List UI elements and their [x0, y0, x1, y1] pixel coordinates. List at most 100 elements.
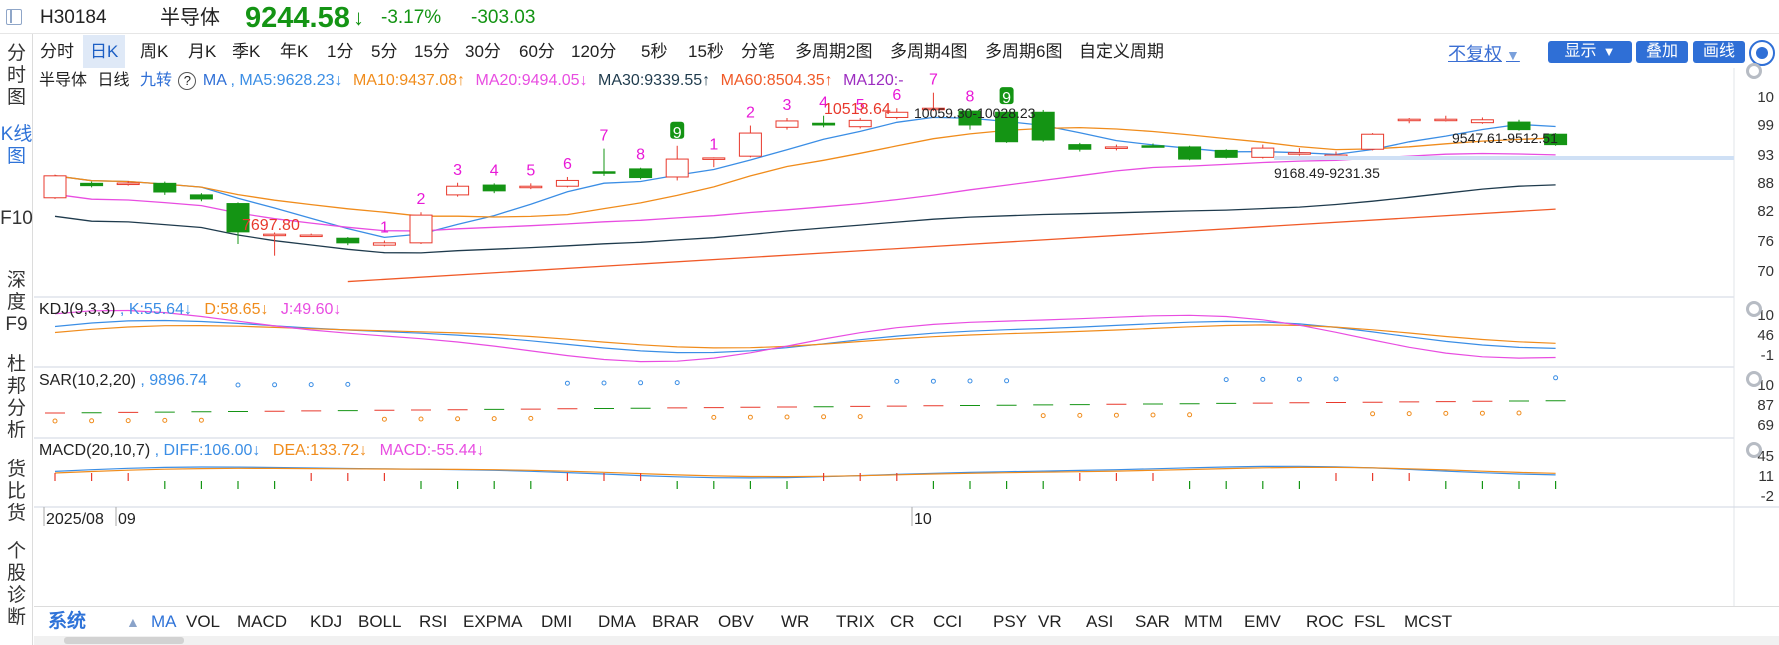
sar-value: 9896.74 — [149, 372, 208, 389]
period-tab[interactable]: 月K — [188, 42, 217, 61]
indicator-tab[interactable]: VOL — [186, 612, 221, 631]
ma60-line — [347, 208, 1556, 283]
range-label: 10059.30-10028.23 — [914, 105, 1036, 121]
tab-diagnosis[interactable]: 个股诊断 — [6, 541, 26, 628]
sar-name[interactable]: SAR(10,2,20) — [39, 372, 136, 389]
period-tab[interactable]: 60分 — [519, 42, 555, 61]
indicator-tab[interactable]: MCST — [1404, 612, 1453, 631]
indicator-tab[interactable]: EMV — [1244, 612, 1281, 631]
legend-ma120: MA120:- — [843, 72, 904, 89]
indicator-tab[interactable]: ASI — [1086, 612, 1114, 631]
scrollbar-thumb[interactable] — [64, 637, 184, 644]
restore-rights-select[interactable]: 不复权 ▼ — [1448, 44, 1520, 64]
kdj-legend: KDJ(9,3,3) , K:55.64↓ D:58.65↓ J:49.60↓ — [39, 301, 342, 318]
indicator-tab[interactable]: ROC — [1306, 612, 1344, 631]
indicator-tab[interactable]: DMI — [541, 612, 573, 631]
period-tab[interactable]: 分笔 — [741, 42, 775, 61]
candle-body — [738, 132, 762, 157]
period-tabs: 分时 日K 周K 月K 季K 年K 1分 5分 15分 30分 60分 120分 5秒 15秒 分笔 多周期2… — [33, 35, 1779, 68]
tab-intraday[interactable]: 分时图 — [6, 43, 26, 108]
refresh-icon[interactable] — [1749, 40, 1775, 66]
indicator-tab[interactable]: PSY — [993, 612, 1028, 631]
main-settings-gear-icon[interactable] — [1746, 63, 1762, 79]
period-tab[interactable]: 15分 — [414, 42, 450, 61]
sar-dot — [930, 378, 936, 384]
display-button[interactable]: 显示 ▼ — [1548, 41, 1632, 63]
period-tab[interactable]: 季K — [232, 42, 261, 61]
indicator-tab[interactable]: SAR — [1135, 612, 1170, 631]
period-tab[interactable]: 多周期2图 — [795, 42, 873, 61]
draw-line-button[interactable]: 画线 — [1693, 41, 1745, 63]
indicator-tab[interactable]: WR — [781, 612, 810, 631]
indicator-tab[interactable]: MA — [151, 612, 177, 631]
date-label: 2025/08 — [46, 511, 104, 528]
nine-turn-number: 6 — [892, 87, 901, 104]
macd-name[interactable]: MACD(20,10,7) — [39, 442, 151, 459]
period-tab[interactable]: 日K — [83, 35, 126, 68]
help-icon[interactable]: ? — [178, 72, 197, 90]
sar-dot — [1260, 376, 1266, 382]
indicator-tab[interactable]: EXPMA — [463, 612, 523, 631]
horizontal-scrollbar[interactable] — [34, 636, 1779, 645]
indicator-tab[interactable]: MTM — [1184, 612, 1223, 631]
period-tab[interactable]: 30分 — [465, 42, 501, 61]
kdj-name[interactable]: KDJ(9,3,3) — [39, 301, 116, 318]
period-tab[interactable]: 分时 — [40, 42, 74, 61]
period-tab[interactable]: 5秒 — [641, 42, 668, 61]
tab-depth-f9[interactable]: 深度F9 — [5, 270, 28, 335]
indicator-tab[interactable]: FSL — [1354, 612, 1386, 631]
indicator-tab[interactable]: RSI — [419, 612, 448, 631]
candle-body — [1470, 119, 1494, 124]
system-tab[interactable]: 系统 — [48, 611, 87, 632]
sar-dot — [1333, 376, 1339, 382]
period-tab[interactable]: 15秒 — [688, 42, 724, 61]
range-label: 9168.49-9231.35 — [1274, 165, 1380, 181]
kdj-axis-label: -1 — [1761, 347, 1774, 364]
period-tab[interactable]: 1分 — [327, 42, 354, 61]
indicator-tab[interactable]: OBV — [718, 612, 754, 631]
date-label: 09 — [118, 511, 136, 528]
tab-compare[interactable]: 货比货 — [6, 459, 26, 524]
tab-kline[interactable]: K线图 — [0, 124, 33, 167]
nine-turn-number: 5 — [526, 162, 535, 179]
indicator-tab[interactable]: VR — [1038, 612, 1062, 631]
candle-body — [409, 214, 433, 244]
legend-nine-turn[interactable]: 九转 — [139, 72, 172, 89]
candle-body — [263, 233, 287, 237]
sar-dot — [345, 381, 351, 387]
overlay-button[interactable]: 叠加 — [1636, 41, 1688, 63]
sar-dot — [455, 416, 461, 422]
indicator-tab[interactable]: MACD — [237, 612, 288, 631]
kdj-settings-gear-icon[interactable] — [1746, 301, 1762, 317]
period-tab[interactable]: 多周期6图 — [985, 42, 1063, 61]
chevron-up-icon: ▲ — [126, 614, 140, 630]
legend-period: 日线 — [97, 72, 130, 89]
sar-dot — [1223, 377, 1229, 383]
period-tab[interactable]: 自定义周期 — [1079, 42, 1164, 61]
indicator-tab[interactable]: CCI — [933, 612, 963, 631]
period-tab[interactable]: 年K — [280, 42, 309, 61]
range-label: 9547.61-9512.51 — [1452, 130, 1558, 146]
tab-f10[interactable]: F10 — [0, 208, 33, 229]
legend-ma[interactable]: MA — [202, 72, 226, 89]
sar-settings-gear-icon[interactable] — [1746, 371, 1762, 387]
panel-toggle-icon[interactable] — [6, 9, 22, 25]
period-tab[interactable]: 多周期4图 — [890, 42, 968, 61]
period-tab[interactable]: 120分 — [571, 42, 617, 61]
period-tab[interactable]: 周K — [140, 42, 169, 61]
macd-settings-gear-icon[interactable] — [1746, 442, 1762, 458]
sar-dot — [784, 414, 790, 420]
tab-dupont[interactable]: 杜邦分析 — [6, 354, 26, 441]
sar-dot — [1296, 376, 1302, 382]
indicator-tab[interactable]: DMA — [598, 612, 636, 631]
candle-body — [1104, 146, 1128, 149]
candle-body — [80, 182, 104, 187]
indicator-tab[interactable]: KDJ — [310, 612, 343, 631]
indicator-tab[interactable]: TRIX — [836, 612, 875, 631]
sar-dot — [235, 382, 241, 388]
chart-area[interactable]: 1 2 3 4 5 6 7 8 9 1 2 3 4 5 6 7 8 9 7697.80 10518.64 10059.3… — [34, 63, 1779, 606]
indicator-tab[interactable]: CR — [890, 612, 915, 631]
indicator-tab[interactable]: BRAR — [652, 612, 700, 631]
period-tab[interactable]: 5分 — [371, 42, 398, 61]
indicator-tab[interactable]: BOLL — [358, 612, 402, 631]
